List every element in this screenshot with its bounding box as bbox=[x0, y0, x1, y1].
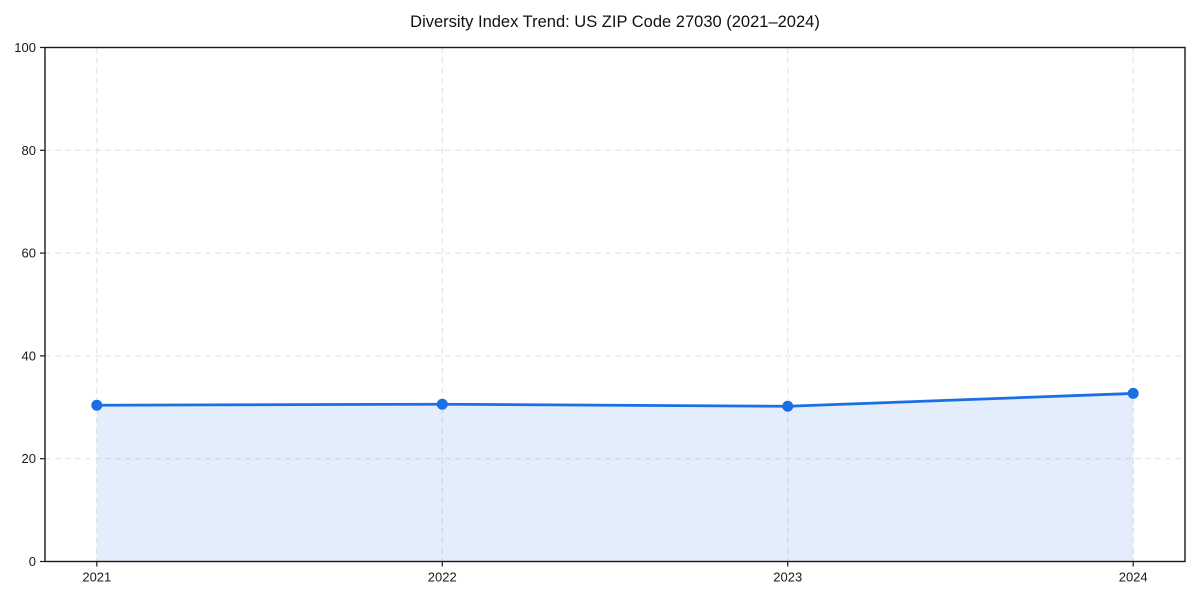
x-tick-label: 2021 bbox=[82, 570, 111, 585]
data-point-marker bbox=[91, 399, 103, 411]
chart-title: Diversity Index Trend: US ZIP Code 27030… bbox=[410, 13, 820, 31]
x-tick-label: 2024 bbox=[1119, 570, 1148, 585]
y-tick-label: 80 bbox=[22, 143, 36, 158]
data-point-marker bbox=[436, 398, 448, 410]
area-fill bbox=[96, 393, 1134, 562]
y-tick-label: 40 bbox=[22, 348, 36, 363]
x-tick-label: 2023 bbox=[773, 570, 802, 585]
y-tick-label: 20 bbox=[22, 451, 36, 466]
trend-line bbox=[95, 392, 1135, 408]
data-point-marker bbox=[1127, 387, 1139, 399]
data-point-marker bbox=[782, 400, 794, 412]
x-tick-label: 2022 bbox=[428, 570, 457, 585]
y-tick-label: 100 bbox=[14, 40, 36, 55]
y-tick-label: 60 bbox=[22, 246, 36, 261]
plot-border bbox=[44, 46, 1186, 563]
y-tick-label: 0 bbox=[29, 554, 36, 569]
